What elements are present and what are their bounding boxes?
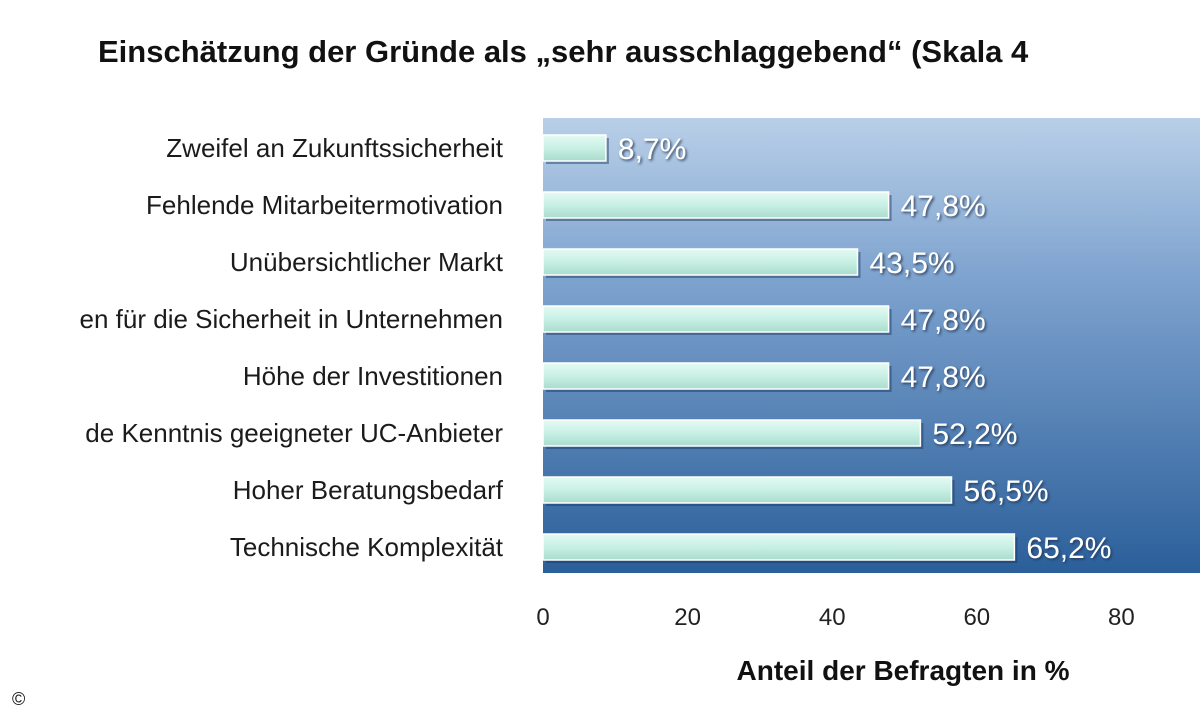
x-tick-label: 80 [1108,604,1135,631]
bar [542,134,607,162]
bar-value-label: 47,8% [901,190,986,223]
bar-value-label: 43,5% [870,247,955,280]
bar [542,533,1016,561]
x-axis-title: Anteil der Befragten in % [737,655,1070,686]
bar-value-label: 52,2% [932,418,1017,451]
bar [542,248,859,276]
x-tick-label: 0 [536,604,549,631]
bar-value-label: 56,5% [963,475,1048,508]
category-label: de Kenntnis geeigneter UC-Anbieter [85,418,503,448]
x-tick-label: 20 [674,604,701,631]
bar [542,476,953,504]
bar [542,362,890,390]
category-label: Hoher Beratungsbedarf [233,475,504,505]
bar [542,305,890,333]
category-label: Technische Komplexität [230,532,504,562]
category-labels: Zweifel an Zukunftssicherheit Fehlende Mi… [80,133,504,562]
bar [542,191,890,219]
copyright-mark: © [12,689,25,709]
category-label: Fehlende Mitarbeitermotivation [146,190,503,220]
bar-value-label: 47,8% [901,361,986,394]
category-label: Höhe der Investitionen [243,361,503,391]
x-tick-label: 40 [819,604,846,631]
bars-group: 8,7% 47,8% 43,5% 47,8% 47,8% 52,2% 56,5% 65,2% [542,133,1111,565]
x-axis-ticks: 0 20 40 60 80 [536,604,1134,631]
bar [542,419,922,447]
bar-value-label: 65,2% [1026,532,1111,565]
bar-value-label: 47,8% [901,304,986,337]
x-tick-label: 60 [963,604,990,631]
chart-title: Einschätzung der Gründe als „sehr aussch… [98,34,1029,69]
category-label: en für die Sicherheit in Unternehmen [80,304,503,334]
category-label: Zweifel an Zukunftssicherheit [166,133,503,163]
bar-value-label: 8,7% [618,133,686,166]
category-label: Unübersichtlicher Markt [230,247,504,277]
